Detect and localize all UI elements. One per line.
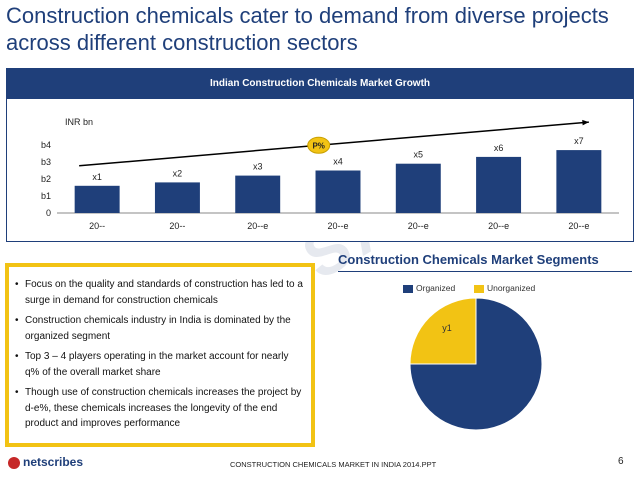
pie-legend: Organized Unorganized bbox=[403, 283, 535, 293]
pie-data-label: y2 bbox=[524, 415, 534, 425]
pie-chart-title: Construction Chemicals Market Segments bbox=[338, 252, 599, 267]
cagr-label: P% bbox=[312, 141, 324, 150]
legend-label-unorganized: Unorganized bbox=[486, 283, 536, 293]
y-axis-unit-label: INR bn bbox=[65, 117, 93, 127]
bar bbox=[74, 185, 120, 213]
bar-chart: INR bn 0 b1 b2 b3 b4 x1 20-- x2 20-- x3 20--e x4 20--… bbox=[41, 117, 619, 231]
page-number: 6 bbox=[618, 456, 624, 467]
bar-data-label: x3 bbox=[253, 162, 263, 172]
bar bbox=[154, 182, 200, 213]
x-tick-label: 20--e bbox=[408, 221, 429, 231]
key-points-box: Focus on the quality and standards of co… bbox=[5, 263, 315, 447]
x-tick-label: 20--e bbox=[247, 221, 268, 231]
company-logo: netscribes bbox=[8, 455, 83, 471]
bar-data-label: x6 bbox=[494, 143, 504, 153]
bar bbox=[235, 175, 281, 213]
legend-swatch-organized bbox=[403, 284, 413, 293]
pie-data-label: y1 bbox=[442, 323, 452, 333]
trend-arrow-head bbox=[582, 119, 589, 126]
bar-data-label: x4 bbox=[333, 157, 343, 167]
bar-chart-title: Indian Construction Chemicals Market Gro… bbox=[7, 69, 633, 99]
bar bbox=[395, 163, 441, 213]
x-tick-label: 20--e bbox=[327, 221, 348, 231]
bar bbox=[315, 170, 361, 213]
bar-data-label: x1 bbox=[92, 172, 102, 182]
cagr-badge bbox=[307, 136, 331, 154]
y-tick-label: b3 bbox=[41, 157, 51, 167]
y-tick-label: 0 bbox=[46, 208, 51, 218]
footer-text: CONSTRUCTION CHEMICALS MARKET IN INDIA 2… bbox=[230, 460, 437, 469]
x-tick-label: 20-- bbox=[169, 221, 185, 231]
bar bbox=[556, 150, 602, 213]
bar-chart-panel: Indian Construction Chemicals Market Gro… bbox=[6, 68, 634, 242]
y-tick-label: b4 bbox=[41, 140, 51, 150]
x-tick-label: 20-- bbox=[89, 221, 105, 231]
pie-chart: y2 y1 bbox=[409, 297, 543, 431]
pie-slice-organized bbox=[409, 297, 543, 431]
y-tick-label: b2 bbox=[41, 174, 51, 184]
x-tick-label: 20--e bbox=[568, 221, 589, 231]
bullet-item: Focus on the quality and standards of co… bbox=[15, 277, 303, 308]
bar-data-label: x7 bbox=[574, 136, 584, 146]
bar-data-label: x5 bbox=[414, 150, 424, 160]
y-tick-label: b1 bbox=[41, 191, 51, 201]
title-underline bbox=[338, 271, 632, 272]
pie-slice-unorganized bbox=[409, 297, 477, 365]
bullet-item: Construction chemicals industry in India… bbox=[15, 313, 303, 344]
bar bbox=[476, 156, 522, 213]
bar-data-label: x2 bbox=[173, 168, 183, 178]
bullet-item: Top 3 – 4 players operating in the marke… bbox=[15, 349, 303, 380]
legend-swatch-unorganized bbox=[473, 284, 484, 293]
page-title: Construction chemicals cater to demand f… bbox=[6, 3, 609, 55]
bullet-item: Though use of construction chemicals inc… bbox=[15, 385, 303, 432]
x-tick-label: 20--e bbox=[488, 221, 509, 231]
legend-label-organized: Organized bbox=[416, 283, 456, 293]
trend-arrow-line bbox=[79, 121, 589, 167]
